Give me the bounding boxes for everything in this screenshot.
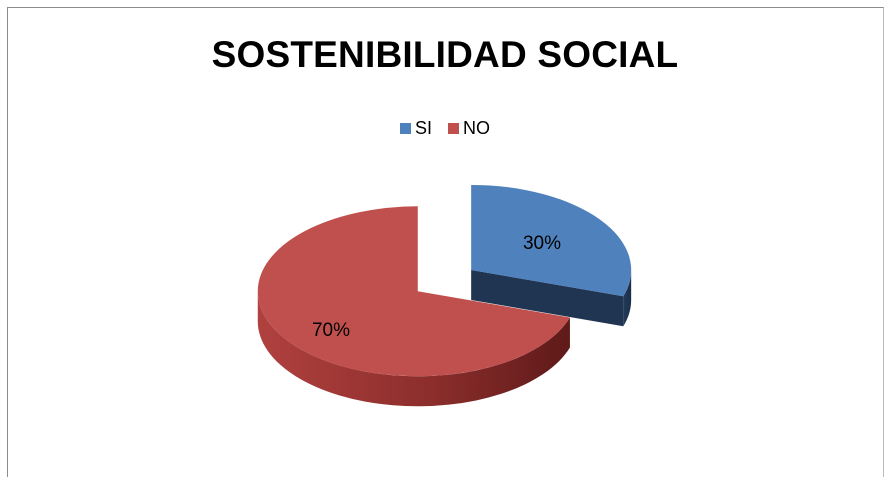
legend-label-no: NO xyxy=(463,118,490,138)
legend-swatch-si xyxy=(399,123,411,134)
pie-top-no xyxy=(257,206,570,377)
chart-title: SOSTENIBILIDAD SOCIAL xyxy=(211,34,679,75)
pie-side-no xyxy=(257,291,570,407)
pie-slice-si xyxy=(471,184,632,327)
pie-cut-face-si xyxy=(471,269,624,327)
data-label-no: 70% xyxy=(312,320,350,341)
legend-item-no: NO xyxy=(448,118,490,139)
data-label-si: 30% xyxy=(523,233,561,254)
legend: SI NO xyxy=(0,118,890,139)
legend-label-si: SI xyxy=(414,118,432,138)
pie-top-si xyxy=(471,184,632,297)
legend-swatch-no xyxy=(448,123,459,134)
legend-item-si: SI xyxy=(399,118,432,139)
pie-slice-no xyxy=(257,206,570,407)
pie-side-si xyxy=(623,269,632,327)
